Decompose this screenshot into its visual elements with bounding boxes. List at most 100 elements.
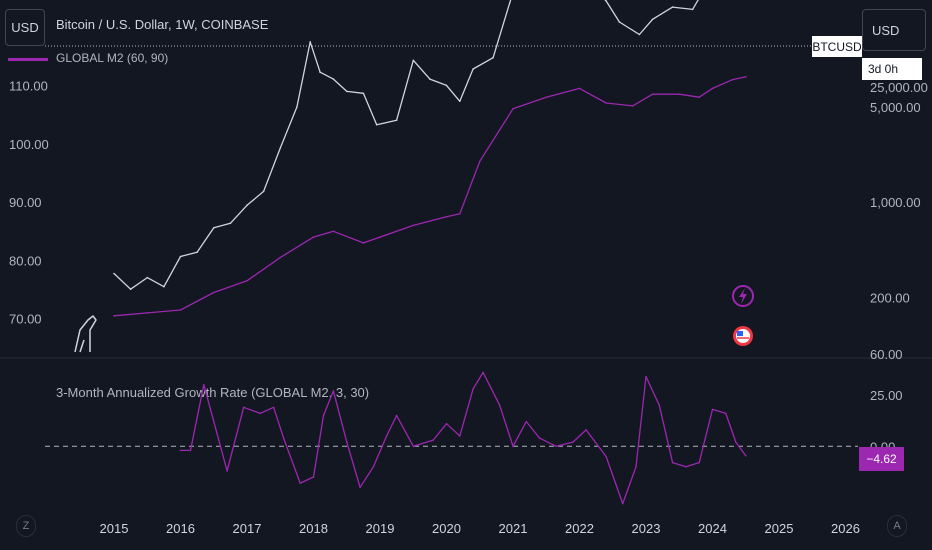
growth-indicator-title: 3-Month Annualized Growth Rate (GLOBAL M… xyxy=(56,385,369,400)
x-axis-tick-label: 2018 xyxy=(299,521,328,536)
x-axis-tick-label: 2015 xyxy=(100,521,129,536)
growth-rate-series-point xyxy=(259,412,262,415)
x-axis-tick-label: 2022 xyxy=(565,521,594,536)
btcusd-series-point xyxy=(638,33,641,36)
right-axis-tick-label: 25,000.00 xyxy=(870,80,928,95)
x-axis-tick-label: 2016 xyxy=(166,521,195,536)
growth-rate-series-point xyxy=(272,406,275,409)
left-axis-tick-label: 90.00 xyxy=(9,195,42,210)
btcusd-series-point xyxy=(296,106,298,108)
global-m2-series-point xyxy=(445,215,448,218)
global-m2-series-point xyxy=(605,102,607,104)
growth-rate-series-point xyxy=(621,502,624,505)
x-axis-tick-label: 2024 xyxy=(698,521,727,536)
growth-rate-series-point xyxy=(585,429,587,431)
indicator-legend: GLOBAL M2 (60, 90) xyxy=(56,51,169,65)
growth-rate-series-point xyxy=(735,441,737,443)
btcusd-series-point xyxy=(163,285,165,288)
growth-rate-series-point xyxy=(203,384,205,386)
growth-rate-series-point xyxy=(512,445,514,448)
left-currency-button[interactable]: USD xyxy=(5,9,45,46)
growth-rate-series-point xyxy=(179,449,182,452)
global-m2-series-point xyxy=(651,93,654,95)
btcusd-series-point xyxy=(651,18,654,21)
growth-rate-series-point xyxy=(189,449,192,452)
growth-rate-series-point xyxy=(498,404,501,407)
x-axis-tick-label: 2020 xyxy=(432,521,461,536)
us-flag-event-icon[interactable] xyxy=(733,326,753,346)
growth-rate-series-point xyxy=(538,437,541,439)
global-m2-series-point xyxy=(698,96,700,98)
growth-rate-series-point xyxy=(226,470,228,472)
global-m2-series-point xyxy=(379,236,381,238)
chart-title: Bitcoin / U.S. Dollar, 1W, COINBASE xyxy=(56,17,269,32)
x-axis-tick-label: 2017 xyxy=(233,521,262,536)
countdown-tag: 3d 0h xyxy=(862,58,922,80)
global-m2-series-point xyxy=(512,108,514,110)
btcusd-series-point xyxy=(395,119,398,121)
global-m2-series-point xyxy=(578,87,581,90)
btcusd-series-point xyxy=(319,71,321,73)
growth-rate-series-point xyxy=(346,441,348,443)
log-scale-button[interactable]: Z xyxy=(16,515,36,537)
indicator-color-swatch xyxy=(8,58,48,61)
growth-rate-series-point xyxy=(242,406,245,409)
global-m2-series-point xyxy=(745,76,747,78)
x-axis-tick-label: 2025 xyxy=(765,521,794,536)
global-m2-series-point xyxy=(312,236,315,238)
btcusd-series-point xyxy=(146,276,149,279)
growth-rate-series-point xyxy=(299,482,302,484)
btcusd-series-point xyxy=(691,8,694,11)
right-axis-tick-label: 1,000.00 xyxy=(870,195,921,210)
global-m2-series-point xyxy=(113,315,115,317)
right-axis-tick-label: 5,000.00 xyxy=(870,100,921,115)
btcusd-series-point xyxy=(346,90,348,93)
global-m2-series-point xyxy=(479,160,481,163)
global-m2-series-point xyxy=(731,78,734,81)
growth-rate-series-point xyxy=(472,388,474,390)
growth-rate-series-point xyxy=(685,466,687,468)
btcusd-series xyxy=(113,0,699,291)
btcusd-series-point xyxy=(671,6,674,8)
btcusd-series-point xyxy=(429,78,431,80)
lightning-icon[interactable] xyxy=(732,285,754,307)
growth-rate-series-point xyxy=(572,441,574,443)
auto-scale-button[interactable]: A xyxy=(887,515,907,537)
growth-value-tag: −4.62 xyxy=(859,447,904,471)
growth-rate-series-point xyxy=(698,461,700,464)
growth-rate-series-point xyxy=(372,466,375,468)
growth-rate-series-point xyxy=(282,437,285,439)
btcusd-series-point xyxy=(196,251,198,253)
btcusd-series-point xyxy=(472,68,474,70)
btcusd-series-point xyxy=(229,222,232,225)
growth-rate-series-point xyxy=(605,455,607,458)
global-m2-series-point xyxy=(246,280,248,282)
growth-rate-series-point xyxy=(385,435,388,437)
growth-rate-series-point xyxy=(725,412,727,415)
btcusd-series-point xyxy=(618,21,621,23)
growth-rate-series-point xyxy=(213,420,215,423)
right-axis-tick-label: 200.00 xyxy=(870,291,910,306)
growth-rate-series-point xyxy=(635,466,637,468)
growth-rate-series xyxy=(179,371,747,505)
btcusd-price-tag: BTCUSD xyxy=(812,36,862,57)
growth-rate-series-point xyxy=(525,420,528,423)
left-axis-tick-label: 110.00 xyxy=(9,79,48,94)
growth-rate-series-point xyxy=(445,422,448,425)
growth-rate-series-point xyxy=(745,454,747,457)
growth-rate-series-point xyxy=(332,390,335,392)
x-axis-tick-label: 2019 xyxy=(366,521,395,536)
btcusd-series-point xyxy=(309,41,312,43)
growth-axis-tick-label: 25.00 xyxy=(870,388,903,403)
global-m2-series-point xyxy=(631,105,634,107)
global-m2-series-point xyxy=(332,230,335,233)
btcusd-series-point xyxy=(412,59,415,62)
growth-rate-series-point xyxy=(412,445,415,448)
growth-rate-series-point xyxy=(711,408,714,411)
btcusd-series-point xyxy=(279,147,282,149)
btcusd-series-point xyxy=(605,0,607,2)
btcusd-series-line xyxy=(113,0,699,290)
growth-rate-series-point xyxy=(359,486,361,489)
right-currency-button[interactable]: USD xyxy=(862,9,926,51)
